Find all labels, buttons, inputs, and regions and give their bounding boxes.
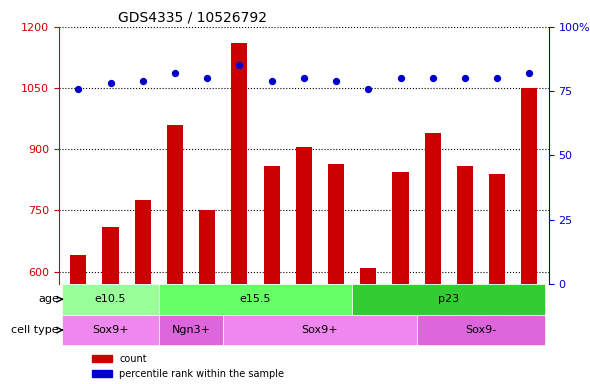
Point bbox=[138, 78, 148, 84]
Point bbox=[299, 75, 309, 81]
FancyBboxPatch shape bbox=[62, 284, 159, 314]
Point bbox=[363, 86, 373, 92]
Text: Ngn3+: Ngn3+ bbox=[172, 325, 211, 335]
Point bbox=[267, 78, 276, 84]
Bar bbox=[489, 174, 505, 384]
FancyBboxPatch shape bbox=[62, 314, 159, 346]
Text: GDS4335 / 10526792: GDS4335 / 10526792 bbox=[118, 10, 267, 24]
Bar bbox=[425, 133, 441, 384]
Text: e15.5: e15.5 bbox=[240, 294, 271, 304]
Text: GSM841157: GSM841157 bbox=[106, 285, 115, 339]
Bar bbox=[135, 200, 151, 384]
Text: age: age bbox=[38, 294, 59, 304]
Text: GSM841162: GSM841162 bbox=[171, 285, 179, 339]
Text: Sox9+: Sox9+ bbox=[92, 325, 129, 335]
Text: cell type: cell type bbox=[11, 325, 59, 335]
Text: GSM841156: GSM841156 bbox=[74, 285, 83, 339]
Point bbox=[74, 86, 83, 92]
Text: GSM841159: GSM841159 bbox=[267, 285, 276, 339]
Text: p23: p23 bbox=[438, 294, 460, 304]
Bar bbox=[103, 227, 119, 384]
Bar bbox=[392, 172, 408, 384]
Bar bbox=[231, 43, 247, 384]
Bar bbox=[70, 255, 86, 384]
FancyBboxPatch shape bbox=[223, 314, 417, 346]
Text: GSM841158: GSM841158 bbox=[138, 285, 148, 339]
Point bbox=[171, 70, 180, 76]
Bar bbox=[328, 164, 344, 384]
Bar bbox=[522, 88, 537, 384]
Point bbox=[202, 75, 212, 81]
Bar bbox=[199, 210, 215, 384]
Text: GSM841163: GSM841163 bbox=[203, 285, 212, 339]
Text: GSM841168: GSM841168 bbox=[460, 285, 470, 339]
Bar bbox=[167, 125, 183, 384]
FancyBboxPatch shape bbox=[352, 284, 546, 314]
Text: e10.5: e10.5 bbox=[95, 294, 126, 304]
Point bbox=[493, 75, 502, 81]
Text: GSM841167: GSM841167 bbox=[428, 285, 437, 339]
Text: Sox9+: Sox9+ bbox=[301, 325, 338, 335]
Point bbox=[106, 80, 115, 86]
Point bbox=[525, 70, 534, 76]
Bar bbox=[264, 166, 280, 384]
Text: GSM841160: GSM841160 bbox=[299, 285, 309, 339]
Text: Sox9-: Sox9- bbox=[466, 325, 497, 335]
Point bbox=[460, 75, 470, 81]
Text: GSM841165: GSM841165 bbox=[364, 285, 373, 339]
Text: GSM841161: GSM841161 bbox=[332, 285, 340, 339]
Point bbox=[235, 62, 244, 68]
Point bbox=[396, 75, 405, 81]
Text: GSM841169: GSM841169 bbox=[493, 285, 502, 339]
Legend: count, percentile rank within the sample: count, percentile rank within the sample bbox=[88, 350, 289, 383]
Text: GSM841164: GSM841164 bbox=[235, 285, 244, 339]
Bar bbox=[457, 166, 473, 384]
FancyBboxPatch shape bbox=[159, 284, 352, 314]
FancyBboxPatch shape bbox=[159, 314, 223, 346]
Bar bbox=[360, 268, 376, 384]
Point bbox=[332, 78, 341, 84]
Text: GSM841170: GSM841170 bbox=[525, 285, 534, 339]
Point bbox=[428, 75, 437, 81]
FancyBboxPatch shape bbox=[417, 314, 546, 346]
Text: GSM841166: GSM841166 bbox=[396, 285, 405, 339]
Bar bbox=[296, 147, 312, 384]
